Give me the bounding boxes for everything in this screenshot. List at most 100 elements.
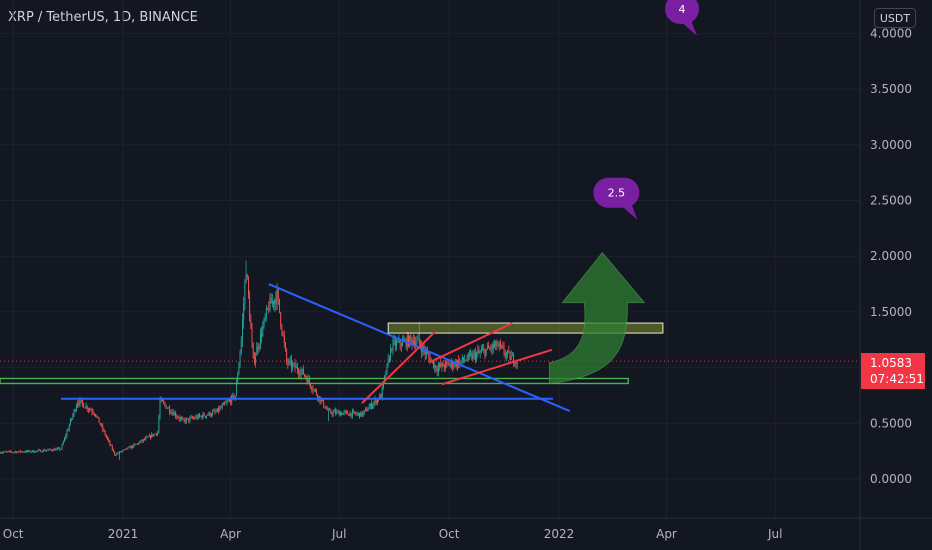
candle-body: [61, 444, 63, 450]
candle-body: [299, 374, 301, 376]
candle-body: [412, 340, 414, 344]
candle-body: [361, 411, 363, 416]
candle-body: [56, 448, 58, 450]
candle-body: [268, 308, 270, 311]
candle-body: [372, 405, 374, 408]
candle-body: [185, 418, 187, 423]
candle-body: [47, 449, 49, 451]
candle-body: [73, 409, 75, 415]
candle-body: [240, 339, 242, 353]
candle-body: [479, 352, 481, 353]
candle-body: [196, 416, 198, 419]
candle-body: [166, 408, 168, 409]
candle-body: [446, 362, 448, 363]
candle-body: [434, 365, 436, 368]
candle-body: [473, 352, 475, 354]
candle-body: [494, 344, 495, 348]
candle-body: [405, 339, 407, 347]
candle-body: [308, 378, 310, 383]
candle-body: [514, 363, 516, 365]
candle-body: [263, 318, 265, 327]
candle-body: [117, 452, 119, 454]
candle-body: [91, 410, 93, 413]
candle-body: [488, 345, 489, 349]
candle-body: [68, 424, 70, 430]
candle-body: [169, 407, 171, 413]
candle-body: [314, 389, 316, 391]
candle-body: [427, 351, 429, 354]
candle-body: [118, 451, 120, 453]
candle-body: [416, 340, 418, 344]
candle-body: [505, 353, 507, 356]
candle-body: [376, 398, 378, 404]
callout-bubble: [593, 177, 640, 208]
candle-body: [515, 362, 517, 365]
candle-body: [164, 402, 166, 405]
candle-body: [101, 424, 102, 426]
y-tick-label: 2.5000: [870, 194, 912, 208]
candle-body: [516, 362, 518, 364]
candle-body: [406, 335, 408, 347]
candle-body: [189, 417, 191, 421]
candle-body: [394, 340, 396, 347]
candle-body: [259, 333, 261, 346]
y-tick-label: 3.5000: [870, 82, 912, 96]
candle-body: [77, 402, 79, 407]
x-tick-label: Apr: [220, 527, 241, 541]
candle-body: [339, 412, 341, 416]
candle-body: [293, 363, 295, 365]
candle-body: [498, 343, 500, 347]
candle-body: [409, 335, 411, 347]
time-axis[interactable]: Oct 2021 Apr Jul Oct 2022 Apr Jul: [0, 517, 932, 541]
candle-body: [311, 387, 313, 390]
candle-body: [65, 435, 67, 438]
candle-body: [233, 394, 235, 399]
candle-body: [459, 361, 461, 366]
candle-body: [491, 344, 493, 350]
candle-body: [414, 340, 415, 346]
candle-body: [220, 407, 222, 409]
candle-body: [195, 416, 197, 419]
price-axis[interactable]: 0.00000.50001.00001.50002.00002.50003.00…: [859, 0, 912, 550]
candle-body: [310, 382, 312, 388]
candle-body: [274, 299, 276, 305]
candle-body: [249, 296, 251, 320]
candle-body: [16, 451, 18, 453]
candle-body: [329, 409, 331, 411]
candle-body: [307, 378, 309, 383]
candle-body: [461, 357, 463, 361]
candle-body: [337, 411, 339, 413]
candle-body: [25, 450, 27, 453]
candle-body: [138, 443, 140, 445]
candle-body: [92, 412, 94, 414]
candle-body: [437, 366, 439, 372]
currency-badge[interactable]: USDT: [874, 8, 916, 28]
candle-body: [316, 390, 317, 395]
candle-body: [181, 418, 183, 419]
candle-body: [178, 417, 180, 420]
candle-body: [172, 412, 174, 416]
candle-body: [40, 449, 42, 452]
candle-body: [219, 407, 221, 412]
candle-body: [55, 448, 57, 451]
candle-body: [107, 437, 108, 440]
candle-body: [458, 360, 460, 366]
candle-body: [239, 352, 241, 364]
candle-body: [28, 450, 30, 452]
bar-countdown: 07:42:51: [870, 372, 924, 386]
candlestick-series: [0, 260, 518, 461]
candle-body: [188, 418, 190, 421]
candle-body: [452, 361, 454, 368]
candle-body: [273, 300, 274, 305]
candle-body: [351, 411, 353, 417]
candle-body: [32, 450, 34, 453]
candle-body: [269, 297, 271, 311]
candle-body: [96, 416, 98, 418]
x-tick-label: Jul: [331, 527, 346, 541]
candle-body: [398, 339, 400, 342]
x-tick-label: 2021: [108, 527, 139, 541]
candle-body: [130, 445, 132, 449]
candle-body: [290, 360, 292, 368]
candle-body: [120, 451, 122, 453]
